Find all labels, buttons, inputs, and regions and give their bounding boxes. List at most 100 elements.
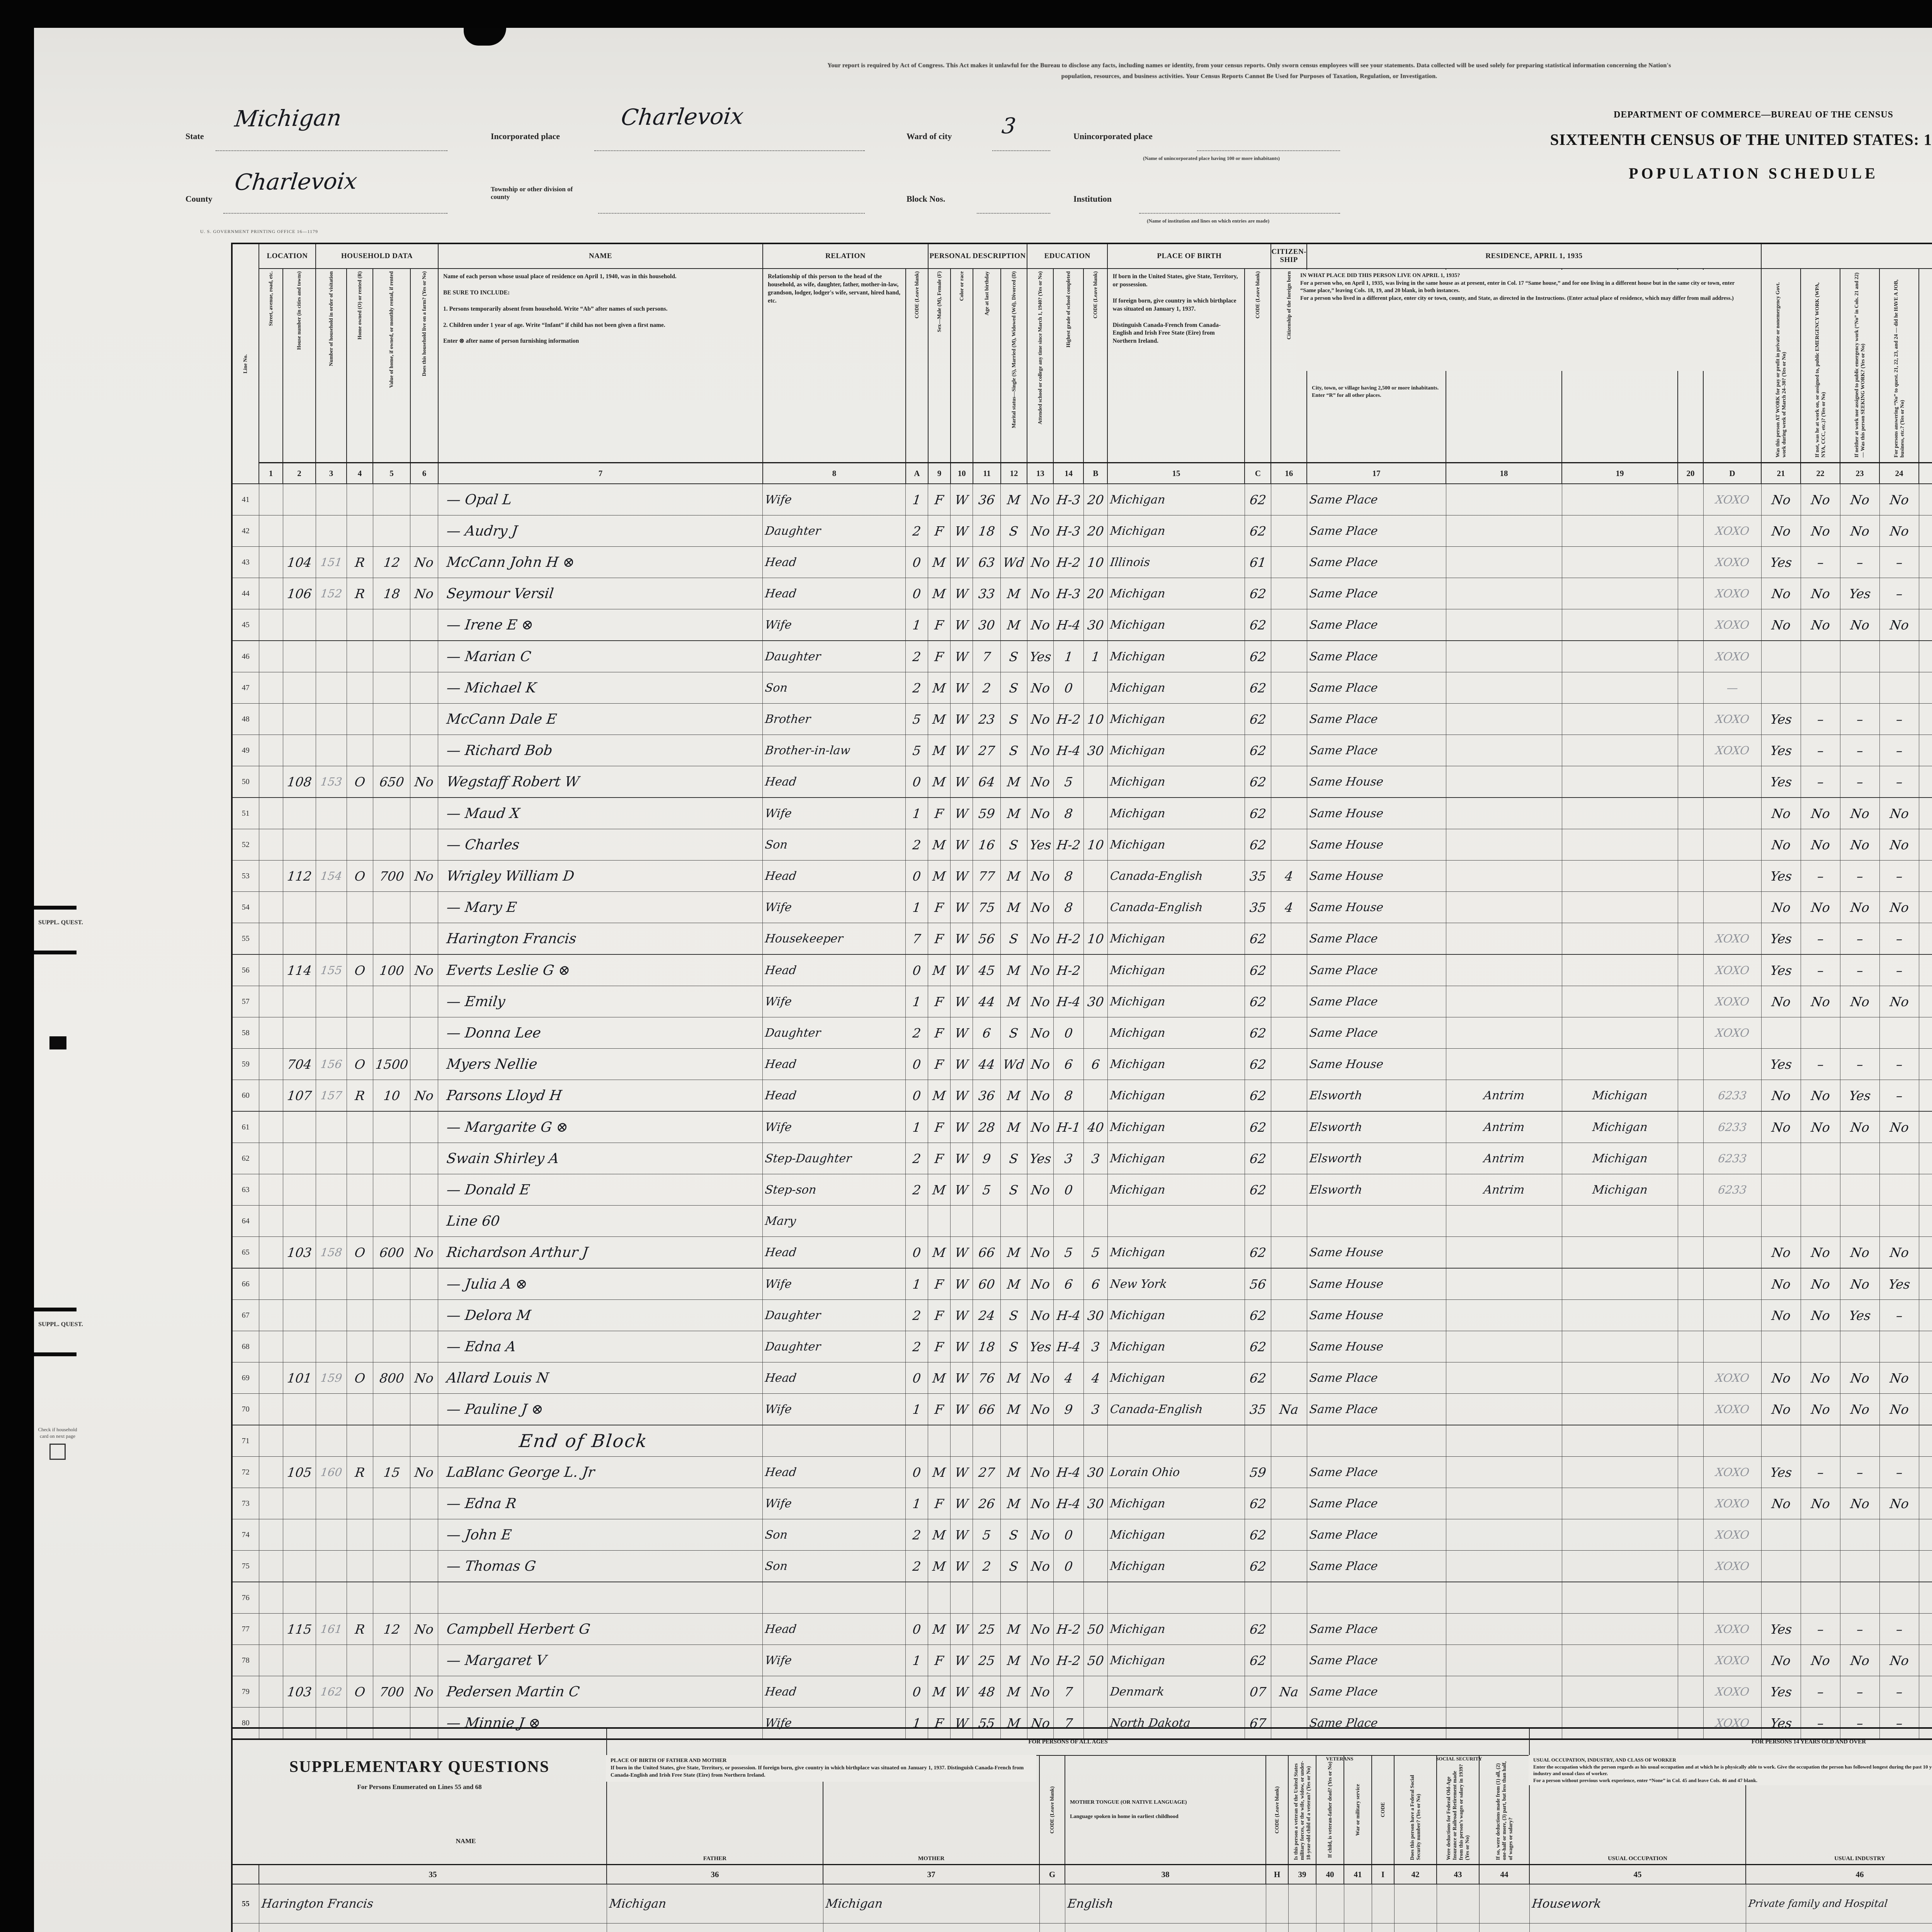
column-header: House number (in cities and towns) <box>282 268 316 463</box>
cell: No <box>1879 1236 1919 1269</box>
cell: XOXO <box>1703 923 1762 955</box>
cell: 54 <box>231 891 259 923</box>
supplement-column-number: 36 <box>606 1864 823 1884</box>
cell <box>346 672 373 704</box>
ward-value: 3 <box>1000 113 1017 139</box>
cell: 62 <box>1244 829 1271 861</box>
cell: H-4 <box>1053 1331 1084 1362</box>
institution-line <box>1139 213 1340 214</box>
cell: No <box>1800 1299 1840 1331</box>
state-value: Michigan <box>233 104 343 132</box>
cell: — Edna R <box>438 1488 763 1519</box>
uninc-note: (Name of unincorporated place having 100… <box>1143 155 1280 161</box>
cell: No <box>1761 1645 1801 1676</box>
cell <box>282 640 316 672</box>
cell <box>1446 1488 1562 1519</box>
column-header: Number of household in order of visitati… <box>315 268 347 463</box>
cell: No <box>410 578 439 609</box>
cell <box>259 640 283 672</box>
cell: 28 <box>973 1111 1001 1143</box>
cell: F <box>928 1299 951 1331</box>
cell: Same Place <box>1306 1017 1446 1049</box>
group-header: LOCATION <box>259 243 316 269</box>
cell: 62 <box>1244 483 1271 515</box>
cell <box>259 766 283 798</box>
cell <box>1446 640 1562 672</box>
cell <box>1677 703 1704 735</box>
cell <box>1561 1676 1678 1708</box>
cell: No <box>1840 515 1880 547</box>
margin-tick-55b <box>34 951 77 954</box>
cell <box>1270 735 1307 766</box>
cell: 115 <box>282 1613 316 1645</box>
cell: F <box>928 1017 951 1049</box>
cell: W <box>950 1017 973 1049</box>
cell <box>315 515 347 547</box>
cell <box>1446 1362 1562 1394</box>
cell: 104 <box>282 546 316 578</box>
cell <box>1677 1582 1704 1614</box>
cell: 2 <box>905 515 929 547</box>
cell: Yes <box>1761 1613 1801 1645</box>
cell: Michigan <box>1107 1645 1245 1676</box>
census-row: 77 115 161 R 12 No Campbell Herbert G Head 0 M W 25… <box>231 1613 1932 1645</box>
cell: 62 <box>1244 1236 1271 1269</box>
cell: 156 <box>315 1048 347 1080</box>
cell <box>1027 1582 1054 1614</box>
cell <box>346 483 373 515</box>
cell: No <box>1840 1111 1880 1143</box>
cell <box>1840 1017 1880 1049</box>
cell <box>1083 891 1108 923</box>
cell: 0 <box>1053 1550 1084 1582</box>
cell: S <box>1000 672 1027 704</box>
cell: 62 <box>1244 1174 1271 1206</box>
cell: – <box>1879 860 1919 892</box>
cell <box>1800 1519 1840 1551</box>
cell: U <box>1918 1362 1932 1394</box>
cell: 15 <box>372 1456 411 1488</box>
cell: 44 <box>231 578 259 609</box>
cell: – <box>1800 703 1840 735</box>
cell: H <box>1918 986 1932 1017</box>
cell: F <box>928 1645 951 1676</box>
cell <box>1446 1550 1562 1582</box>
cell: 62 <box>1244 1143 1271 1174</box>
cell: Daughter <box>762 1017 906 1049</box>
column-header: Does this household live on a farm? (Yes… <box>410 268 439 463</box>
column-number: C <box>1244 462 1272 484</box>
cell: 65 <box>231 1236 259 1269</box>
cell: S <box>1918 829 1932 861</box>
cell: 6 <box>1083 1048 1108 1080</box>
cell <box>282 703 316 735</box>
cell: Same Place <box>1306 954 1446 986</box>
cell: Head <box>762 1236 906 1269</box>
cell <box>1879 1174 1919 1206</box>
supplement-column-number <box>231 1864 259 1884</box>
cell <box>1800 1174 1840 1206</box>
cell: No <box>1761 1299 1801 1331</box>
cell: — Pauline J ⊗ <box>438 1393 763 1425</box>
cell: No <box>1761 1080 1801 1112</box>
cell: Same House <box>1306 860 1446 892</box>
census-row: 79 103 162 O 700 No Pedersen Martin C Head 0 M W 48… <box>231 1676 1932 1708</box>
cell <box>1446 1299 1562 1331</box>
cell: – <box>1800 1456 1840 1488</box>
cell: Michigan <box>1107 703 1245 735</box>
cell <box>1446 1645 1562 1676</box>
cell: 48 <box>231 703 259 735</box>
cell <box>1000 1582 1027 1614</box>
cell <box>1879 1582 1919 1614</box>
cell <box>259 1268 283 1300</box>
cell: 64 <box>231 1205 259 1237</box>
cell <box>410 1393 439 1425</box>
schedule-title: POPULATION SCHEDULE <box>1629 165 1878 182</box>
cell: M <box>1000 1645 1027 1676</box>
cell <box>372 1488 411 1519</box>
column-number: D <box>1703 462 1762 484</box>
cell <box>410 1645 439 1676</box>
cell <box>372 891 411 923</box>
cell: No <box>410 1613 439 1645</box>
cell: Head <box>762 1048 906 1080</box>
cell: 33 <box>973 578 1001 609</box>
cell: Yes <box>1761 703 1801 735</box>
